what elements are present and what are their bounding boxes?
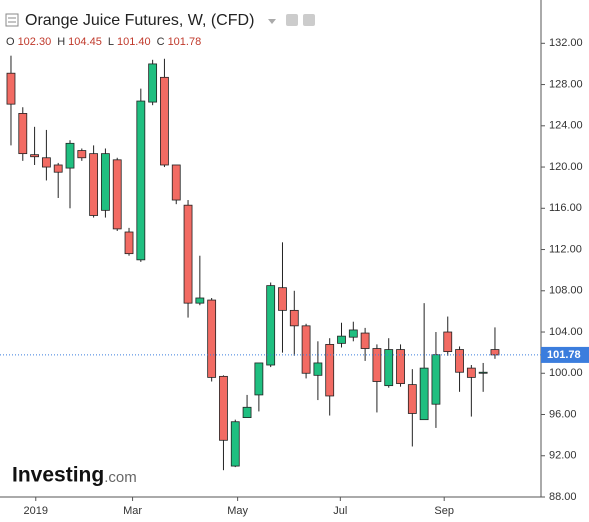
candle-body: [313, 362, 323, 376]
legend-value: 101.78: [168, 36, 202, 48]
candle-body: [289, 309, 299, 327]
candle-body: [195, 297, 205, 304]
candle-body: [419, 367, 429, 421]
candle-body: [372, 348, 382, 382]
candle-body: [219, 375, 228, 441]
logo-suffix: .com: [104, 469, 137, 486]
candle-body: [254, 362, 264, 396]
y-tick-label: 124.00: [549, 120, 583, 132]
candle-body: [301, 325, 311, 374]
legend-key: C: [157, 36, 165, 48]
candle-body: [124, 231, 134, 255]
candle-body: [30, 154, 39, 158]
candle-body: [466, 367, 476, 378]
y-tick-label: 132.00: [549, 37, 583, 49]
candle-body: [207, 299, 217, 378]
candle-body: [171, 164, 181, 201]
candle-body: [266, 285, 276, 366]
candle-body: [53, 164, 63, 173]
candle-body: [348, 329, 358, 338]
candle-body: [455, 349, 464, 373]
candle-body: [18, 113, 28, 155]
candle-body: [360, 332, 370, 349]
candle-body: [431, 354, 441, 405]
y-tick-label: 116.00: [549, 202, 582, 214]
candle-body: [112, 159, 122, 230]
y-tick-label: 92.00: [549, 450, 577, 462]
candle-body: [396, 349, 405, 384]
legend-value: 102.30: [18, 36, 52, 48]
candle-body: [160, 76, 169, 166]
x-tick-label: May: [227, 505, 248, 517]
y-tick-label: 100.00: [549, 367, 583, 379]
candle-body: [101, 153, 110, 211]
y-tick-label: 120.00: [549, 161, 583, 173]
candle-body: [148, 63, 158, 103]
candle-body: [443, 331, 453, 353]
candle-body: [89, 153, 99, 216]
legend-value: 101.40: [117, 36, 151, 48]
legend-key: H: [57, 36, 65, 48]
candle-body: [6, 72, 16, 105]
last-price-tag: [541, 346, 589, 363]
y-tick-label: 128.00: [549, 78, 583, 90]
logo: Investing .com: [12, 464, 137, 487]
last-price-label: 101.78: [547, 349, 581, 361]
candle-body: [183, 204, 193, 304]
y-tick-label: 104.00: [549, 326, 583, 338]
candle-body: [325, 343, 335, 397]
legend-value: 104.45: [68, 36, 102, 48]
candle-body: [278, 287, 287, 311]
candle-body: [230, 421, 240, 467]
logo-name: Investing: [12, 464, 104, 487]
settings-icon[interactable]: [303, 14, 315, 26]
candle-body: [242, 406, 252, 419]
candle-body: [490, 349, 500, 356]
dropdown-arrow[interactable]: [268, 19, 276, 24]
settings-icon[interactable]: [286, 14, 298, 26]
x-tick-label: 2019: [24, 505, 48, 517]
candle-body: [337, 335, 346, 344]
legend-key: L: [108, 36, 114, 48]
candle-body: [65, 142, 75, 169]
candle-body: [41, 157, 51, 168]
legend-key: O: [6, 36, 15, 48]
y-tick-label: 96.00: [549, 408, 577, 420]
y-tick-label: 112.00: [549, 243, 582, 255]
ohlc-legend: O 102.30 H 104.45 L 101.40 C 101.78: [6, 36, 201, 48]
y-tick-label: 108.00: [549, 285, 583, 297]
symbol-icon: [5, 13, 19, 27]
candle-body: [478, 371, 488, 374]
x-tick-label: Mar: [123, 505, 142, 517]
x-tick-label: Sep: [434, 505, 454, 517]
y-tick-label: 88.00: [549, 491, 577, 503]
x-tick-label: Jul: [333, 505, 347, 517]
chart-title: Orange Juice Futures, W, (CFD): [25, 12, 254, 29]
candle-body: [136, 100, 146, 261]
candle-body: [384, 349, 394, 387]
candle-body: [77, 150, 87, 159]
candle-body: [407, 384, 417, 414]
